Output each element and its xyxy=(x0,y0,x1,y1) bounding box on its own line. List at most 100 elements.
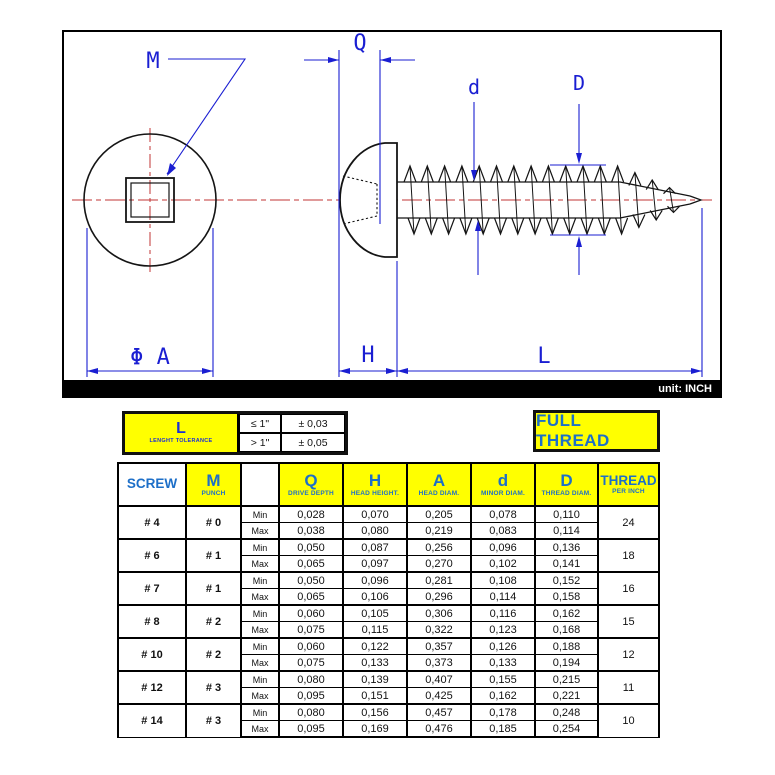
value-cell-a: 0,281 xyxy=(406,571,472,589)
value-cell-q: 0,050 xyxy=(278,538,344,556)
value-cell-q: 0,095 xyxy=(278,720,344,738)
value-cell-a: 0,457 xyxy=(406,703,472,721)
col-header-dd: D THREAD DIAM. xyxy=(534,462,599,507)
screw-size-cell: # 8 xyxy=(117,604,187,639)
col-header-d: d MINOR DIAM. xyxy=(470,462,536,507)
value-cell-d: 0,162 xyxy=(470,687,536,705)
label-d: d xyxy=(468,75,480,99)
value-cell-dd: 0,114 xyxy=(534,522,599,540)
label-D: D xyxy=(573,71,585,95)
punch-size-cell: # 3 xyxy=(185,670,242,705)
technical-drawing-frame: M Q d D Φ A H L unit: INCH xyxy=(62,30,722,398)
screw-size-cell: # 6 xyxy=(117,538,187,573)
punch-size-cell: # 3 xyxy=(185,703,242,738)
value-cell-d: 0,116 xyxy=(470,604,536,622)
value-cell-a: 0,357 xyxy=(406,637,472,655)
col-header-screw: SCREW xyxy=(117,462,187,507)
screw-size-cell: # 4 xyxy=(117,505,187,540)
max-label-cell: Max xyxy=(240,621,280,639)
table-row-min: # 4 # 0 Min 0,028 0,070 0,205 0,078 0,11… xyxy=(117,505,660,540)
value-cell-dd: 0,188 xyxy=(534,637,599,655)
value-cell-a: 0,373 xyxy=(406,654,472,672)
value-cell-q: 0,075 xyxy=(278,654,344,672)
col-header-a: A HEAD DIAM. xyxy=(406,462,472,507)
col-header-thread: THREAD PER INCH xyxy=(597,462,660,507)
value-cell-d: 0,155 xyxy=(470,670,536,688)
label-phiA: Φ A xyxy=(130,345,170,370)
value-cell-h: 0,080 xyxy=(342,522,408,540)
col-header-punch: M PUNCH xyxy=(185,462,242,507)
value-cell-dd: 0,221 xyxy=(534,687,599,705)
max-label-cell: Max xyxy=(240,687,280,705)
value-cell-dd: 0,254 xyxy=(534,720,599,738)
threads-per-inch-cell: 11 xyxy=(597,670,660,705)
threads-per-inch-cell: 16 xyxy=(597,571,660,606)
value-cell-dd: 0,194 xyxy=(534,654,599,672)
value-cell-d: 0,083 xyxy=(470,522,536,540)
dimension-arrowheads xyxy=(87,57,702,374)
value-cell-h: 0,139 xyxy=(342,670,408,688)
value-cell-q: 0,065 xyxy=(278,555,344,573)
col-header-q: Q DRIVE DEPTH xyxy=(278,462,344,507)
min-label-cell: Min xyxy=(240,703,280,721)
value-cell-h: 0,156 xyxy=(342,703,408,721)
value-cell-d: 0,114 xyxy=(470,588,536,606)
value-cell-h: 0,169 xyxy=(342,720,408,738)
table-row-max: Max 0,065 0,106 0,296 0,114 0,158 xyxy=(118,588,659,606)
head-circle xyxy=(83,133,217,267)
value-cell-q: 0,050 xyxy=(278,571,344,589)
col-header-h: H HEAD HEIGHT. xyxy=(342,462,408,507)
value-cell-a: 0,256 xyxy=(406,538,472,556)
spec-table-container: SCREW M PUNCH Q DRIVE DEPTH H HEAD HEIGHT. … xyxy=(117,462,660,738)
value-cell-q: 0,028 xyxy=(278,505,344,523)
front-view xyxy=(83,133,217,267)
max-label-cell: Max xyxy=(240,522,280,540)
value-cell-a: 0,306 xyxy=(406,604,472,622)
value-cell-a: 0,407 xyxy=(406,670,472,688)
value-cell-a: 0,219 xyxy=(406,522,472,540)
value-cell-a: 0,476 xyxy=(406,720,472,738)
value-cell-d: 0,102 xyxy=(470,555,536,573)
table-row-min: # 8 # 2 Min 0,060 0,105 0,306 0,116 0,16… xyxy=(117,604,660,639)
table-row-max: Max 0,065 0,097 0,270 0,102 0,141 xyxy=(118,555,659,573)
tolerance-condition: ≤ 1" xyxy=(239,414,281,433)
punch-size-cell: # 2 xyxy=(185,604,242,639)
value-cell-dd: 0,168 xyxy=(534,621,599,639)
label-Q: Q xyxy=(353,32,366,56)
table-row-min: # 10 # 2 Min 0,060 0,122 0,357 0,126 0,1… xyxy=(117,637,660,672)
min-label-cell: Min xyxy=(240,604,280,622)
threads-per-inch-cell: 24 xyxy=(597,505,660,540)
threads-per-inch-cell: 15 xyxy=(597,604,660,639)
value-cell-h: 0,070 xyxy=(342,505,408,523)
value-cell-h: 0,106 xyxy=(342,588,408,606)
screw-size-cell: # 14 xyxy=(117,703,187,738)
punch-size-cell: # 0 xyxy=(185,505,242,540)
value-cell-dd: 0,141 xyxy=(534,555,599,573)
value-cell-dd: 0,215 xyxy=(534,670,599,688)
tolerance-condition: > 1" xyxy=(239,433,281,452)
value-cell-h: 0,151 xyxy=(342,687,408,705)
value-cell-d: 0,108 xyxy=(470,571,536,589)
dimension-labels: M Q d D Φ A H L xyxy=(130,32,585,370)
value-cell-h: 0,133 xyxy=(342,654,408,672)
max-label-cell: Max xyxy=(240,588,280,606)
value-cell-d: 0,126 xyxy=(470,637,536,655)
value-cell-d: 0,096 xyxy=(470,538,536,556)
label-L: L xyxy=(537,344,550,369)
value-cell-dd: 0,110 xyxy=(534,505,599,523)
tolerance-value: ± 0,03 xyxy=(281,414,345,433)
full-thread-label: FULL THREAD xyxy=(536,411,610,450)
label-M: M xyxy=(146,49,159,74)
screw-size-cell: # 7 xyxy=(117,571,187,606)
value-cell-q: 0,060 xyxy=(278,637,344,655)
threads-per-inch-cell: 10 xyxy=(597,703,660,738)
value-cell-d: 0,185 xyxy=(470,720,536,738)
min-label-cell: Min xyxy=(240,670,280,688)
table-row-min: # 12 # 3 Min 0,080 0,139 0,407 0,155 0,2… xyxy=(117,670,660,705)
max-label-cell: Max xyxy=(240,654,280,672)
side-view-shank xyxy=(397,164,703,236)
full-thread-badge: FULL THREAD xyxy=(533,410,660,452)
value-cell-q: 0,038 xyxy=(278,522,344,540)
value-cell-q: 0,080 xyxy=(278,703,344,721)
label-H: H xyxy=(361,343,374,368)
